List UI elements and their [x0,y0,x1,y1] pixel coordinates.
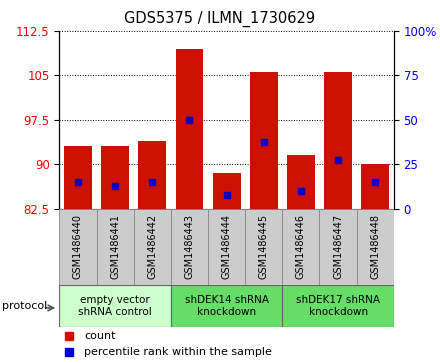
Text: protocol: protocol [2,301,48,311]
Bar [171,285,282,327]
Bar [357,209,394,285]
Bar [208,209,245,285]
Bar [59,209,96,285]
Bar [250,72,278,209]
Bar [101,146,129,209]
Bar [282,285,394,327]
Text: count: count [84,331,116,341]
Bar [171,209,208,285]
Text: GDS5375 / ILMN_1730629: GDS5375 / ILMN_1730629 [125,11,315,27]
Bar [96,209,134,285]
Text: GSM1486444: GSM1486444 [222,214,231,280]
Bar [213,173,241,209]
Text: percentile rank within the sample: percentile rank within the sample [84,347,272,357]
Bar [319,209,357,285]
Bar [176,49,203,209]
Text: GSM1486447: GSM1486447 [333,214,343,280]
Bar [282,209,319,285]
Bar [134,209,171,285]
Bar [138,140,166,209]
Text: GSM1486440: GSM1486440 [73,214,83,280]
Text: empty vector
shRNA control: empty vector shRNA control [78,295,152,317]
Text: shDEK17 shRNA
knockdown: shDEK17 shRNA knockdown [296,295,380,317]
Text: GSM1486442: GSM1486442 [147,214,157,280]
Bar [287,155,315,209]
Bar [324,72,352,209]
Text: GSM1486445: GSM1486445 [259,214,269,280]
Text: GSM1486443: GSM1486443 [184,214,194,280]
Text: GSM1486446: GSM1486446 [296,214,306,280]
Bar [245,209,282,285]
Bar [59,285,171,327]
Text: shDEK14 shRNA
knockdown: shDEK14 shRNA knockdown [185,295,268,317]
Text: GSM1486448: GSM1486448 [370,214,380,280]
Bar [64,146,92,209]
Bar [361,164,389,209]
Text: GSM1486441: GSM1486441 [110,214,120,280]
